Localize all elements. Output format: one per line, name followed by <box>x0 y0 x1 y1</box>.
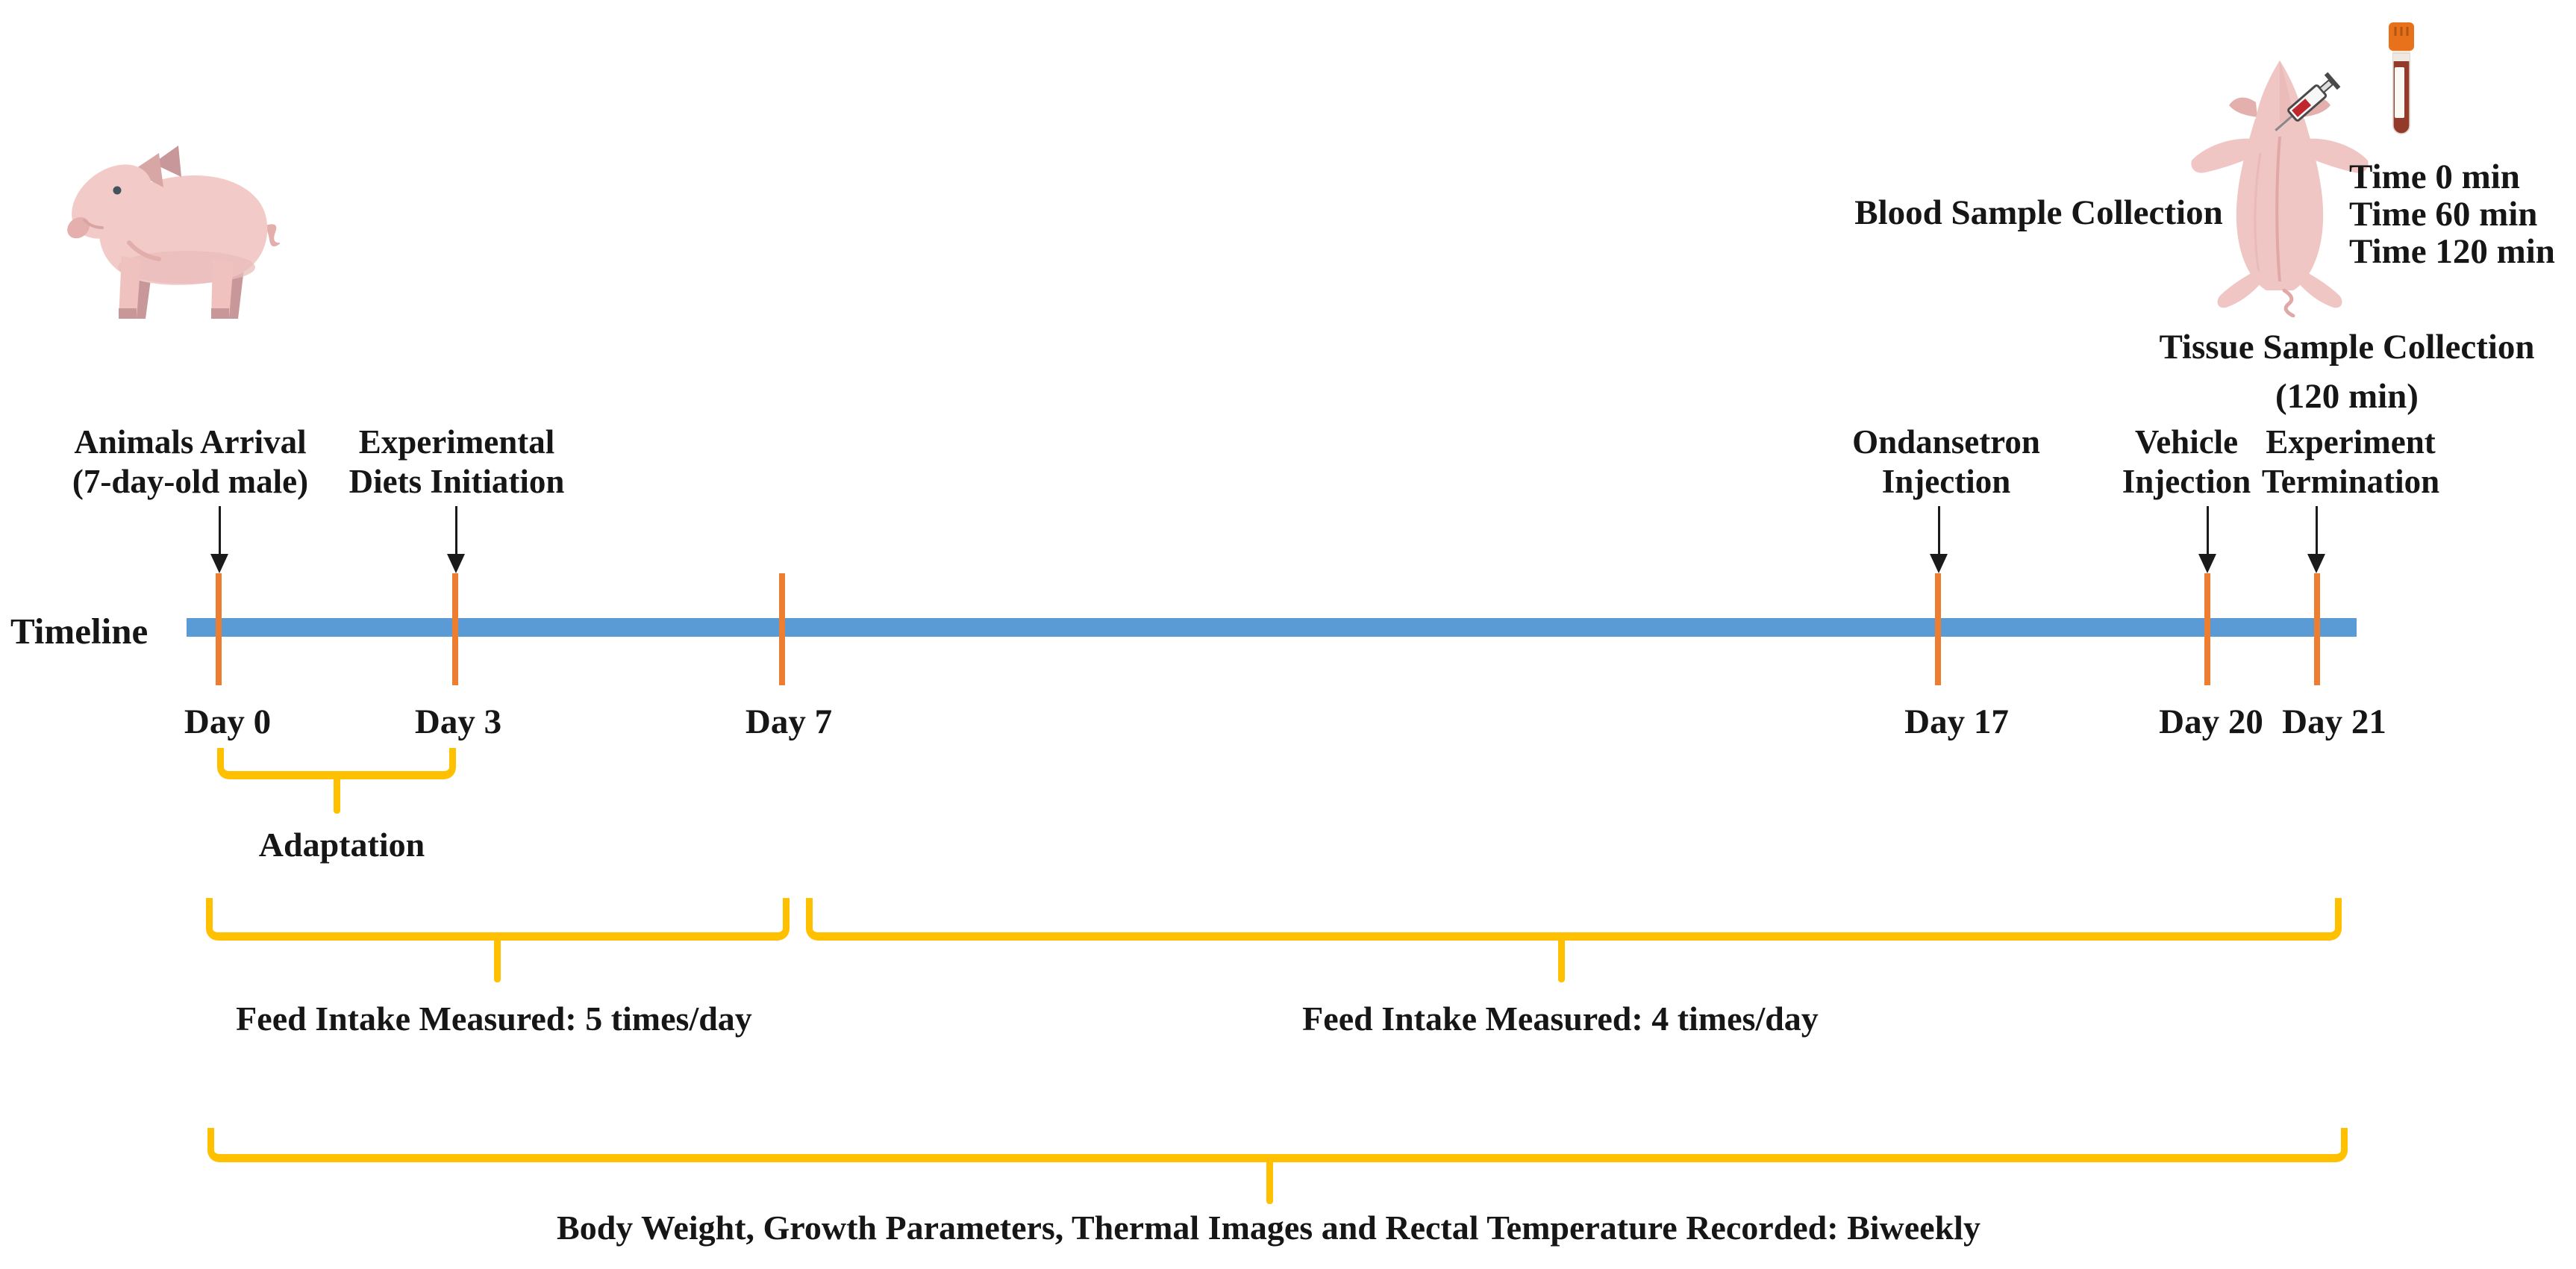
timeline-tick-day21 <box>2314 573 2320 685</box>
feed-intake-5x-label: Feed Intake Measured: 5 times/day <box>236 1000 752 1038</box>
timeline-tick-day17 <box>1935 573 1941 685</box>
timeline-tick-day20 <box>2204 573 2210 685</box>
supine-pig-icon <box>2191 60 2369 317</box>
blood-sample-collection-label: Blood Sample Collection <box>1854 193 2223 232</box>
time-point-120: Time 120 min <box>2349 232 2555 271</box>
timeline-tick-day3 <box>452 573 458 685</box>
syringe-icon <box>2275 72 2341 131</box>
day-label-20: Day 20 <box>2159 702 2263 741</box>
piglet-icon <box>67 146 280 319</box>
day-label-7: Day 7 <box>745 702 833 741</box>
event-label-line: Experiment <box>2266 423 2436 461</box>
feed-intake-4x-label: Feed Intake Measured: 4 times/day <box>1302 1000 1819 1038</box>
day-label-3: Day 3 <box>414 702 502 741</box>
event-label-line: (7-day-old male) <box>72 463 309 500</box>
timeline-tick-day7 <box>779 573 785 685</box>
biweekly-measurements-label: Body Weight, Growth Parameters, Thermal … <box>557 1209 1981 1247</box>
tissue-label-line1: Tissue Sample Collection <box>2159 328 2535 367</box>
biweekly-brace <box>207 1128 2348 1162</box>
event-label-line: Termination <box>2261 463 2440 500</box>
event-label-animals-arrival: Animals Arrival (7-day-old male) <box>41 423 340 502</box>
day-label-21: Day 21 <box>2282 702 2386 741</box>
event-label-ondansetron-injection: Ondansetron Injection <box>1797 423 2095 502</box>
adaptation-label: Adaptation <box>258 826 425 864</box>
feed-intake-brace-2 <box>806 898 2342 941</box>
event-label-experimental-diets: Experimental Diets Initiation <box>307 423 606 502</box>
adaptation-brace-tail <box>334 778 340 814</box>
event-label-line: Animals Arrival <box>74 423 307 461</box>
event-label-line: Injection <box>1881 463 2011 500</box>
event-label-line: Experimental <box>358 423 555 461</box>
timeline-axis-label: Timeline <box>10 611 149 652</box>
day-label-0: Day 0 <box>184 702 272 741</box>
biweekly-brace-tail <box>1266 1161 1273 1204</box>
adaptation-brace <box>217 748 456 779</box>
event-label-experiment-termination: Experiment Termination <box>2201 423 2500 502</box>
tissue-sample-collection-label: Tissue Sample Collection (120 min) <box>2123 322 2571 421</box>
blood-time-points: Time 0 min Time 60 min Time 120 min <box>2349 158 2573 270</box>
timeline-bar <box>187 618 2357 637</box>
event-label-line: Ondansetron <box>1852 423 2040 461</box>
blood-tube-icon <box>2389 22 2414 134</box>
time-point-0: Time 0 min <box>2349 158 2520 196</box>
feed-intake-brace-2-tail <box>1558 939 1565 982</box>
event-label-vehicle-injection: Vehicle Injection <box>2037 423 2336 502</box>
time-point-60: Time 60 min <box>2349 195 2538 234</box>
event-label-line: Vehicle <box>2134 423 2239 461</box>
feed-intake-brace-1 <box>206 898 790 941</box>
tissue-label-line2: (120 min) <box>2275 377 2419 416</box>
feed-intake-brace-1-tail <box>494 939 501 982</box>
event-label-line: Injection <box>2122 463 2251 500</box>
timeline-tick-day0 <box>216 573 222 685</box>
event-label-line: Diets Initiation <box>348 463 565 500</box>
day-label-17: Day 17 <box>1904 702 2009 741</box>
